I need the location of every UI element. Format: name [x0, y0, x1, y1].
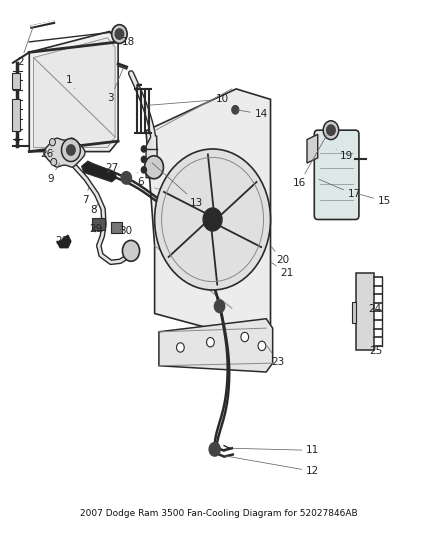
- Text: 12: 12: [225, 456, 319, 477]
- Bar: [12, 73, 20, 89]
- Circle shape: [203, 208, 222, 231]
- Circle shape: [141, 146, 146, 152]
- Bar: [12, 99, 20, 131]
- Circle shape: [209, 442, 220, 456]
- Text: 14: 14: [237, 109, 268, 119]
- Text: 25: 25: [369, 341, 382, 356]
- Text: 17: 17: [319, 179, 361, 199]
- Bar: [111, 222, 122, 232]
- Circle shape: [61, 139, 80, 161]
- Polygon shape: [146, 136, 157, 177]
- Circle shape: [121, 172, 131, 184]
- Circle shape: [323, 121, 339, 140]
- Circle shape: [145, 156, 163, 179]
- Polygon shape: [81, 162, 117, 182]
- Polygon shape: [44, 138, 85, 167]
- Circle shape: [327, 125, 335, 135]
- Circle shape: [155, 149, 271, 290]
- Polygon shape: [159, 319, 272, 372]
- Text: 3: 3: [107, 68, 123, 103]
- Text: 30: 30: [119, 226, 132, 236]
- Polygon shape: [34, 38, 115, 148]
- Text: 6: 6: [138, 173, 144, 187]
- Text: 15: 15: [358, 194, 391, 206]
- Text: 4: 4: [13, 131, 21, 145]
- Text: 26: 26: [40, 149, 54, 159]
- Circle shape: [115, 29, 124, 39]
- Text: 13: 13: [152, 163, 203, 208]
- Text: 28: 28: [55, 237, 68, 246]
- Circle shape: [141, 167, 146, 173]
- FancyBboxPatch shape: [314, 130, 359, 220]
- Text: 2007 Dodge Ram 3500 Fan-Cooling Diagram for 52027846AB: 2007 Dodge Ram 3500 Fan-Cooling Diagram …: [80, 509, 358, 518]
- Circle shape: [258, 341, 266, 351]
- Text: 11: 11: [233, 446, 319, 455]
- Polygon shape: [57, 235, 71, 248]
- Text: 19: 19: [336, 150, 353, 161]
- Bar: [357, 273, 374, 350]
- Text: 23: 23: [267, 346, 285, 367]
- Circle shape: [177, 343, 184, 352]
- Text: 20: 20: [272, 247, 289, 265]
- Text: 2: 2: [18, 27, 33, 67]
- Circle shape: [214, 300, 225, 312]
- Text: 29: 29: [89, 224, 102, 234]
- Text: 1: 1: [66, 75, 74, 88]
- Bar: [92, 219, 105, 230]
- Text: 18: 18: [120, 34, 135, 47]
- Text: 24: 24: [368, 299, 381, 314]
- Text: 8: 8: [90, 204, 98, 215]
- Text: 10: 10: [145, 94, 229, 106]
- Bar: [352, 302, 357, 323]
- Text: 9: 9: [47, 163, 60, 184]
- Polygon shape: [146, 89, 271, 334]
- Circle shape: [122, 240, 140, 261]
- Circle shape: [207, 337, 214, 347]
- Circle shape: [67, 145, 75, 155]
- Polygon shape: [307, 134, 318, 163]
- Polygon shape: [29, 31, 118, 151]
- Text: 27: 27: [105, 163, 118, 173]
- Text: 7: 7: [82, 187, 89, 205]
- Text: 16: 16: [293, 135, 326, 188]
- Circle shape: [232, 106, 239, 114]
- Circle shape: [241, 332, 249, 342]
- Circle shape: [112, 25, 127, 44]
- Text: 21: 21: [271, 262, 293, 278]
- Circle shape: [141, 156, 146, 163]
- Circle shape: [49, 139, 56, 146]
- Circle shape: [51, 158, 57, 166]
